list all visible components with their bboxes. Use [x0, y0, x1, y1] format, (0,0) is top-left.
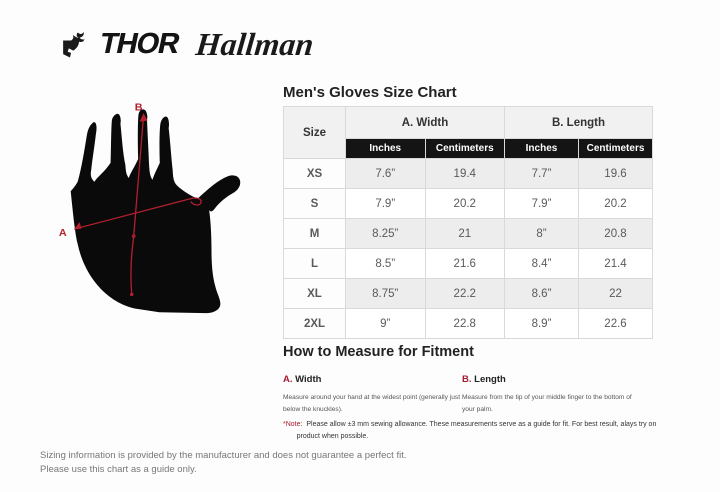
svg-text:A: A: [59, 227, 67, 239]
svg-text:B: B: [135, 102, 143, 114]
